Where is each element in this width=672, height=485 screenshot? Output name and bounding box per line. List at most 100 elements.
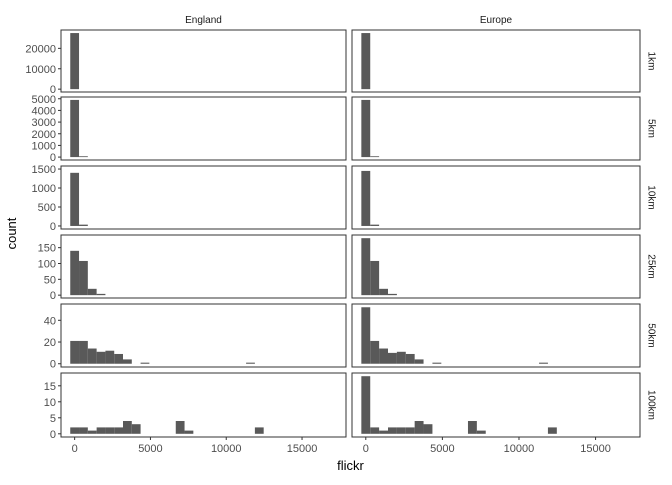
- histogram-bar: [70, 250, 80, 296]
- histogram-bar: [547, 427, 557, 434]
- histogram-bar: [405, 427, 415, 434]
- histogram-bar: [96, 293, 106, 296]
- panel-border: [351, 165, 641, 230]
- column-strip-label-england: England: [185, 15, 222, 26]
- histogram-bar: [87, 430, 97, 434]
- x-tick-label: 10000: [504, 443, 535, 455]
- y-tick-label: 10: [44, 397, 56, 409]
- y-tick-label: 150: [38, 243, 56, 255]
- histogram-bar: [388, 427, 397, 434]
- y-tick-label: 3000: [32, 117, 56, 129]
- histogram-bar: [87, 288, 97, 296]
- histogram-bar: [246, 362, 255, 364]
- y-tick-label: 5000: [32, 94, 56, 106]
- y-tick-label: 20000: [25, 43, 56, 55]
- histogram-bar: [370, 340, 380, 364]
- histogram-bar: [70, 33, 80, 90]
- x-tick-label: 5000: [138, 443, 162, 455]
- y-tick-label: 20: [44, 337, 56, 349]
- histogram-bar: [123, 421, 132, 434]
- histogram-bar: [423, 424, 433, 434]
- histogram-bar: [361, 307, 371, 364]
- histogram-bar: [361, 170, 371, 226]
- row-strip-label-1km: 1km: [645, 52, 656, 71]
- x-tick-label: 0: [72, 443, 78, 455]
- x-tick-label: 0: [363, 443, 369, 455]
- panel-border: [60, 234, 347, 299]
- histogram-bar: [184, 430, 194, 434]
- histogram-bar: [114, 427, 123, 434]
- x-tick-label: 10000: [211, 443, 242, 455]
- histogram-bar: [79, 340, 88, 364]
- histogram-bar: [414, 421, 424, 434]
- y-tick-label: 0: [50, 152, 56, 164]
- histogram-bar: [370, 224, 380, 226]
- histogram-bar: [123, 359, 132, 364]
- y-tick-label: 15: [44, 381, 56, 393]
- histogram-bar: [467, 421, 477, 434]
- y-tick-label: 1000: [32, 183, 56, 195]
- histogram-bar: [70, 427, 80, 434]
- panel-border: [60, 96, 347, 161]
- y-tick-label: 1000: [32, 140, 56, 152]
- row-strip-label-5km: 5km: [645, 119, 656, 138]
- histogram-bar: [539, 362, 548, 364]
- histogram-bar: [361, 238, 371, 296]
- y-tick-label: 1500: [32, 164, 56, 176]
- histogram-bar: [379, 430, 388, 434]
- histogram-bar: [361, 376, 371, 434]
- histogram-bar: [79, 260, 88, 296]
- histogram-bar: [131, 424, 141, 434]
- histogram-bar: [105, 350, 115, 364]
- row-strip-label-100km: 100km: [645, 390, 656, 420]
- panel-border: [60, 303, 347, 368]
- histogram-bar: [476, 430, 486, 434]
- histogram-bar: [379, 288, 388, 296]
- panel-border: [60, 165, 347, 230]
- y-tick-label: 40: [44, 315, 56, 327]
- histogram-bar: [388, 293, 397, 296]
- histogram-bar: [70, 172, 80, 226]
- row-strip-label-50km: 50km: [645, 323, 656, 347]
- histogram-bar: [96, 427, 106, 434]
- panel-border: [351, 372, 641, 438]
- y-tick-label: 5: [50, 413, 56, 425]
- panel-border: [60, 29, 347, 93]
- panel-border: [60, 372, 347, 438]
- histogram-bar: [254, 427, 264, 434]
- histogram-bar: [175, 421, 185, 434]
- histogram-bar: [370, 427, 380, 434]
- x-axis-title: flickr: [337, 458, 364, 473]
- histogram-bar: [432, 362, 442, 364]
- x-tick-label: 5000: [430, 443, 454, 455]
- histogram-bar: [379, 348, 388, 364]
- x-tick-label: 15000: [580, 443, 611, 455]
- histogram-bar: [79, 224, 88, 226]
- histogram-bar: [361, 33, 371, 90]
- y-tick-label: 100: [38, 258, 56, 270]
- histogram-bar: [87, 348, 97, 364]
- histogram-bar: [396, 427, 406, 434]
- y-tick-label: 0: [50, 290, 56, 302]
- column-strip-label-europe: Europe: [480, 15, 513, 26]
- panel-border: [351, 234, 641, 299]
- y-tick-label: 10000: [25, 64, 56, 76]
- histogram-bar: [105, 427, 115, 434]
- row-strip-label-25km: 25km: [645, 254, 656, 278]
- histogram-bar: [70, 340, 80, 364]
- y-tick-label: 0: [50, 221, 56, 233]
- y-tick-label: 2000: [32, 129, 56, 141]
- y-tick-label: 0: [50, 84, 56, 96]
- panel-border: [351, 303, 641, 368]
- y-tick-label: 0: [50, 359, 56, 371]
- histogram-bar: [361, 99, 371, 158]
- y-tick-label: 50: [44, 274, 56, 286]
- y-axis-title: count: [4, 217, 19, 249]
- y-tick-label: 0: [50, 429, 56, 441]
- y-tick-label: 500: [38, 202, 56, 214]
- histogram-bar: [70, 99, 80, 158]
- histogram-bar: [388, 352, 397, 364]
- histogram-bar: [396, 351, 406, 364]
- histogram-bar: [140, 362, 150, 364]
